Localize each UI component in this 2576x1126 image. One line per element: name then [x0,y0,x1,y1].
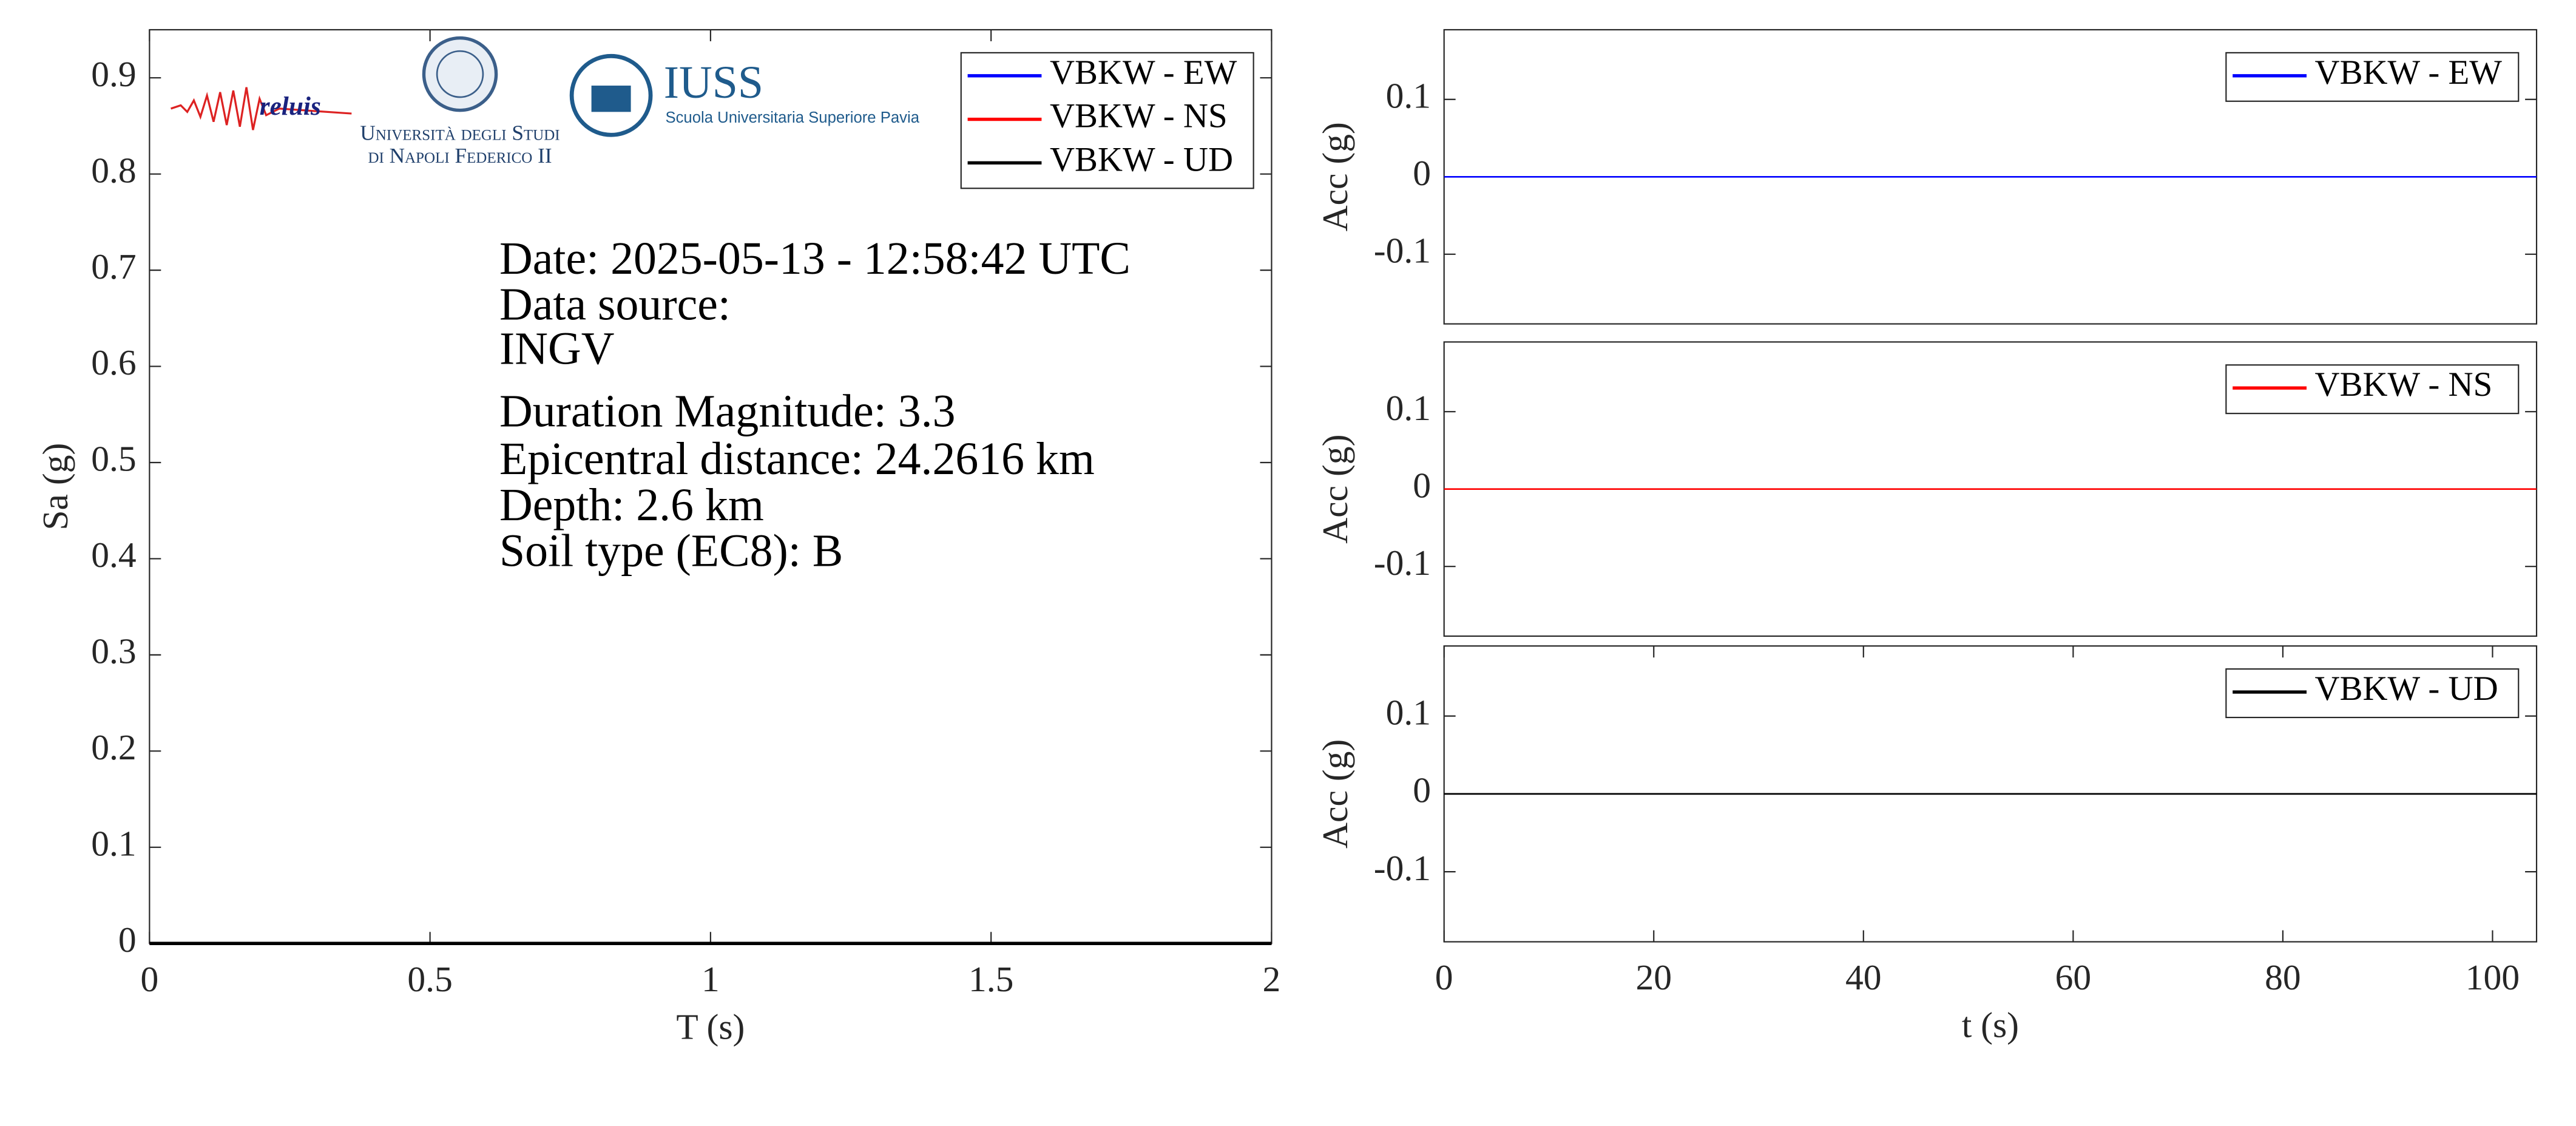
y-tick-label: 0.8 [91,150,136,190]
legend-label: VBKW - UD [2315,670,2498,708]
legend-box [2225,668,2520,719]
annotation: INGV [499,324,614,375]
annotation: Soil type (EC8): B [499,526,843,577]
university-seal [422,36,498,112]
annotation: Depth: 2.6 km [499,480,764,531]
x-tick-label: 60 [2055,957,2092,997]
y-tick-label: 0 [1413,465,1431,505]
legend-label: VBKW - EW [1050,53,1237,92]
annotation: Epicentral distance: 24.2616 km [499,433,1095,484]
legend-label: VBKW - EW [2315,53,2503,92]
y-tick-label: -0.1 [1374,543,1431,583]
annotation: Data source: [499,279,731,330]
legend-label: VBKW - UD [1050,140,1233,178]
x-tick-label: 1 [701,959,720,999]
logo-text: di Napoli Federico II [368,144,552,168]
annotation: Duration Magnitude: 3.3 [499,386,956,437]
x-axis-label: t (s) [1962,1005,2019,1045]
x-tick-label: 0 [1435,957,1453,997]
y-tick-label: 0.2 [91,727,136,767]
y-axis-label: Acc (g) [1315,122,1355,231]
x-axis-label: T (s) [676,1006,745,1046]
y-axis-label: Acc (g) [1315,739,1355,849]
iuss-logo [569,53,653,137]
y-tick-label: 0.1 [1386,388,1431,428]
annotation: Date: 2025-05-13 - 12:58:42 UTC [499,233,1131,284]
seismogram-logo [171,87,352,131]
logo-text: Scuola Universitaria Superiore Pavia [665,109,919,126]
y-tick-label: -0.1 [1374,848,1431,888]
y-tick-label: 0 [1413,153,1431,193]
logo-text: reluis [260,92,321,121]
y-tick-label: 0.6 [91,342,136,382]
legend-label: VBKW - NS [2315,365,2493,404]
x-tick-label: 20 [1635,957,1672,997]
y-tick-label: 0.1 [91,823,136,863]
y-axis-label: Acc (g) [1315,435,1355,544]
logo-text: Università degli Studi [360,121,559,144]
legend-label: VBKW - NS [1050,97,1228,135]
y-tick-label: 0.9 [91,54,136,94]
y-axis-label: Sa (g) [35,443,75,531]
x-tick-label: 0 [140,959,158,999]
x-tick-label: 1.5 [969,959,1013,999]
logo-text: IUSS [664,57,763,108]
university-seal [436,50,484,98]
x-tick-label: 100 [2466,957,2520,997]
y-tick-label: 0.1 [1386,692,1431,732]
y-tick-label: 0.7 [91,246,136,287]
x-tick-label: 40 [1845,957,1882,997]
y-tick-label: 0.3 [91,631,136,671]
x-tick-label: 0.5 [407,959,452,999]
y-tick-label: 0.5 [91,439,136,479]
iuss-logo [591,86,631,112]
x-tick-label: 2 [1263,959,1281,999]
x-tick-label: 80 [2265,957,2301,997]
y-tick-label: 0.1 [1386,75,1431,115]
y-tick-label: 0 [1413,770,1431,810]
y-tick-label: 0 [118,920,137,960]
y-tick-label: -0.1 [1374,230,1431,270]
y-tick-label: 0.4 [91,535,136,575]
logos: reluis Università degli Studi di Napoli … [171,36,920,168]
